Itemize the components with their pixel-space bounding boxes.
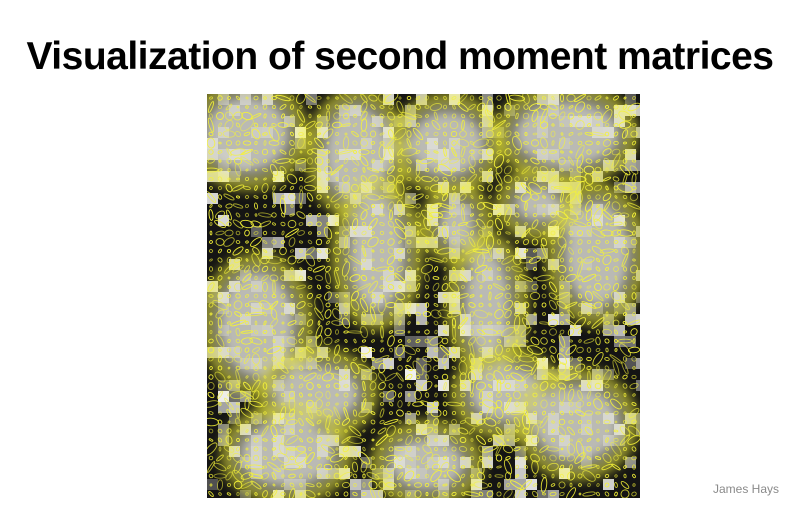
author-credit: James Hays xyxy=(713,482,779,496)
second-moment-visualization-image xyxy=(207,94,640,498)
slide-title: Visualization of second moment matrices xyxy=(0,34,800,80)
ellipse-field-image xyxy=(207,94,640,498)
